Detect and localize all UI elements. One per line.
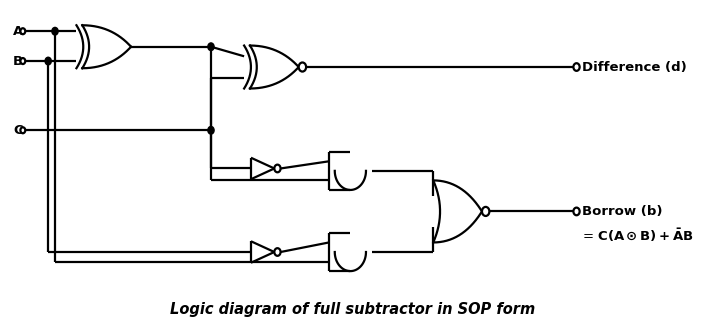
Text: A: A <box>13 25 23 38</box>
Circle shape <box>20 58 25 64</box>
Circle shape <box>299 62 306 72</box>
Text: C: C <box>13 124 23 137</box>
Circle shape <box>45 57 51 65</box>
Circle shape <box>573 63 580 71</box>
Text: Logic diagram of full subtractor in SOP form: Logic diagram of full subtractor in SOP … <box>170 302 535 317</box>
Circle shape <box>573 208 580 215</box>
Text: Borrow (b): Borrow (b) <box>582 205 663 218</box>
Circle shape <box>20 28 25 34</box>
Text: = $\mathbf{C(A \odot B) + \bar{A}B}$: = $\mathbf{C(A \odot B) + \bar{A}B}$ <box>582 227 694 244</box>
Circle shape <box>208 43 214 51</box>
Circle shape <box>20 127 25 133</box>
Text: B: B <box>13 55 23 68</box>
Circle shape <box>274 165 281 172</box>
Circle shape <box>274 248 281 256</box>
Text: Difference (d): Difference (d) <box>582 60 687 73</box>
Circle shape <box>482 207 490 216</box>
Circle shape <box>208 126 214 134</box>
Circle shape <box>52 27 58 35</box>
